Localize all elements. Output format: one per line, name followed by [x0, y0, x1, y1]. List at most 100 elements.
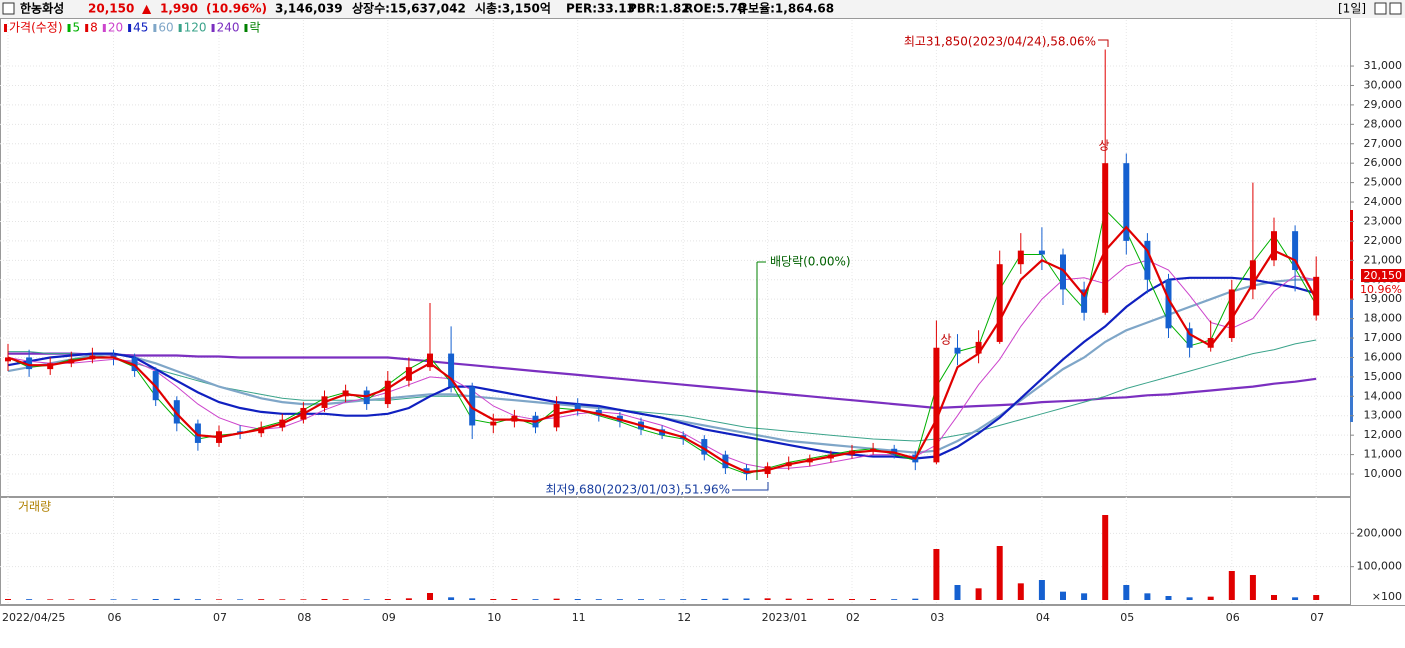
volume-unit: ×100 [1372, 590, 1402, 603]
y-tick-label: 14,000 [1364, 389, 1403, 402]
volume-bar [975, 588, 982, 600]
volume-bar [1165, 596, 1172, 600]
volume-bar [131, 599, 138, 600]
volume-bar [616, 599, 623, 600]
candle-body [1102, 163, 1109, 313]
roe: ROE:5.70 [684, 2, 746, 16]
ma-line [7, 276, 1317, 460]
candle-body [1249, 260, 1256, 290]
x-tick-label: 11 [572, 611, 586, 624]
volume-bar [68, 599, 75, 600]
x-tick-label: 04 [1036, 611, 1050, 624]
y-tick-label: 31,000 [1364, 59, 1403, 72]
volume-bar [701, 599, 708, 600]
legend-label: 45 [133, 21, 148, 35]
volume-bar [785, 598, 792, 600]
volume-bar [659, 599, 666, 600]
volume-bar [427, 593, 433, 600]
volume-bar [1038, 580, 1045, 600]
volume-bar [553, 598, 560, 600]
stock-name: 한농화성 [20, 1, 64, 16]
candle-body [553, 404, 560, 428]
candle-body [954, 347, 961, 354]
volume-bar [110, 599, 117, 600]
x-tick-label: 07 [1310, 611, 1324, 624]
volume-bar [1207, 596, 1214, 600]
volume-bar [891, 599, 898, 600]
volume-bar [912, 598, 919, 600]
candle-body [975, 341, 982, 354]
y-tick-label: 18,000 [1364, 312, 1403, 325]
minimize-button[interactable] [1374, 2, 1387, 15]
volume-bar [258, 599, 265, 600]
volume-bar [1102, 515, 1109, 600]
y-tick-label: 200,000 [1357, 526, 1403, 539]
candle-body [448, 353, 455, 387]
change-arrow: ▲ [142, 2, 152, 16]
volume-bar [1228, 571, 1235, 600]
y-tick-label: 26,000 [1364, 156, 1403, 169]
y-tick-label: 10,000 [1364, 467, 1403, 480]
y-tick-label: 17,000 [1364, 331, 1403, 344]
market-cap: 시총:3,150억 [475, 1, 551, 16]
legend-label: 240 [217, 21, 240, 35]
candle-body [1165, 279, 1172, 329]
candle-body [490, 421, 497, 426]
volume-bar [1249, 575, 1256, 600]
period[interactable]: [1일] [1338, 2, 1366, 16]
volume-bar [680, 599, 687, 600]
limit-up-label: 상 [940, 333, 951, 347]
candle-body [1144, 240, 1151, 280]
volume-bar [469, 598, 476, 600]
legend-swatch [4, 24, 7, 32]
checkbox[interactable] [2, 2, 15, 15]
volume-bar [1081, 593, 1088, 600]
volume-bar [89, 599, 96, 600]
legend-label: 8 [90, 21, 98, 35]
volume-bar [595, 599, 602, 600]
limit-up-label: 상 [1098, 139, 1109, 153]
x-tick-label: 03 [930, 611, 944, 624]
y-tick-label: 28,000 [1364, 117, 1403, 130]
last-price-tag [1361, 269, 1405, 282]
volume-bar [827, 598, 834, 600]
x-tick-label: 2022/04/25 [2, 611, 65, 624]
x-tick-label: 06 [1226, 611, 1240, 624]
volume-title: 거래량 [18, 500, 51, 514]
volume-bar [954, 585, 961, 600]
volume-bar [1292, 597, 1299, 600]
range-bar-down [1350, 300, 1353, 422]
candle-body [701, 439, 708, 455]
volume-bar [405, 598, 412, 600]
volume-bar [1186, 597, 1193, 600]
volume-bar [194, 599, 201, 600]
volume-bar [806, 598, 813, 600]
volume-bar [363, 599, 370, 600]
y-tick-label: 12,000 [1364, 428, 1403, 441]
candle-body [1017, 250, 1024, 265]
volume-bar [743, 598, 750, 600]
candle-body [173, 400, 180, 424]
x-tick-label: 02 [846, 611, 860, 624]
ma-line [7, 225, 1318, 474]
reserve-ratio: 유보율:1,864.68 [737, 2, 834, 16]
x-tick-label: 07 [213, 611, 227, 624]
x-tick-label: 05 [1120, 611, 1134, 624]
close-button[interactable] [1389, 2, 1402, 15]
volume-bar [342, 599, 349, 600]
last-price-label: 20,150 [1364, 269, 1403, 282]
candle-body [1038, 250, 1045, 255]
candle-body [933, 347, 940, 463]
volume-bar [532, 599, 539, 600]
volume-bar [1313, 595, 1320, 600]
ma-line [7, 259, 1317, 469]
legend-swatch [128, 24, 132, 32]
volume-bar [870, 599, 877, 600]
pbr: PBR:1.82 [628, 2, 690, 16]
y-tick-label: 30,000 [1364, 78, 1403, 91]
legend-swatch [178, 24, 182, 32]
candle-body [1313, 276, 1320, 316]
legend-label: 60 [158, 21, 173, 35]
legend-label: 20 [108, 21, 123, 35]
volume-bar [574, 599, 581, 600]
